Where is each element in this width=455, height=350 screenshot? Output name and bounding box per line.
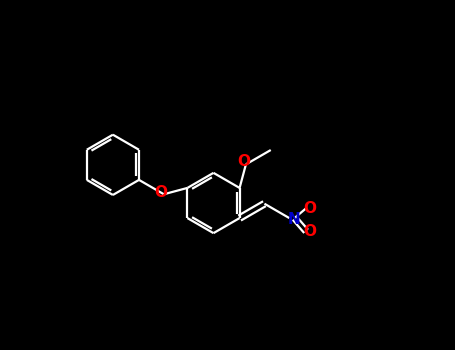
Text: N: N: [287, 212, 300, 227]
Text: O: O: [238, 154, 251, 169]
Text: O: O: [303, 201, 316, 216]
Text: O: O: [155, 185, 167, 200]
Text: O: O: [303, 224, 316, 239]
